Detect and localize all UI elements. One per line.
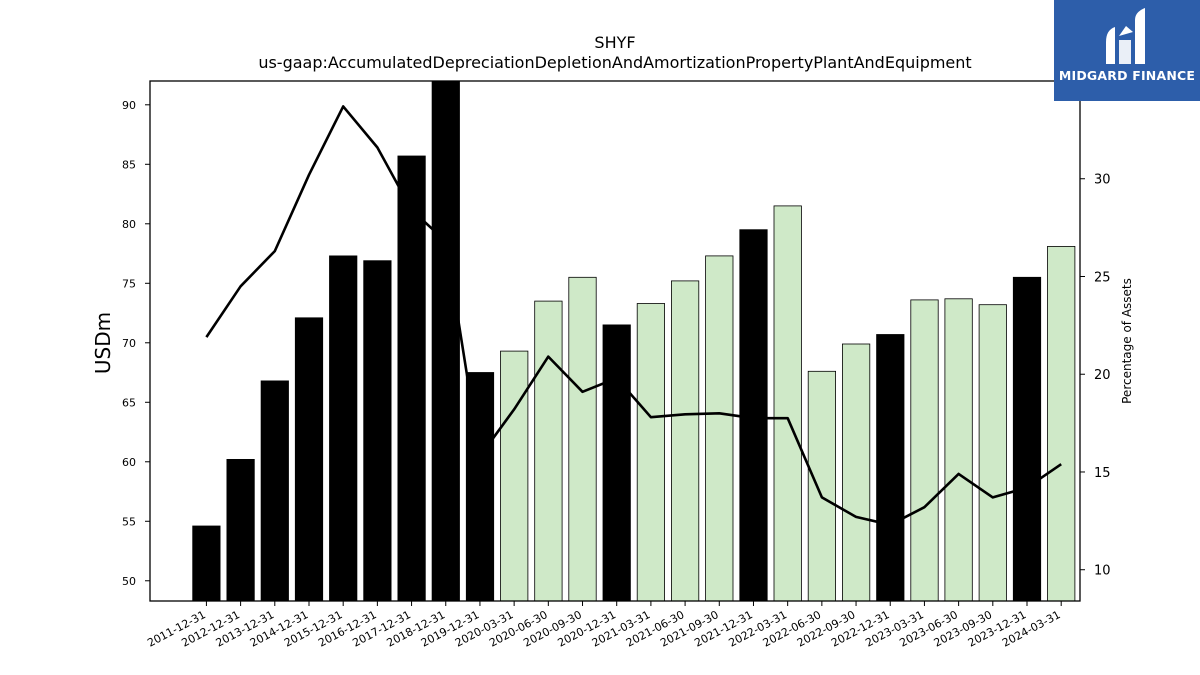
y-tick-label: 85 — [122, 158, 136, 171]
bar — [568, 276, 597, 602]
bar — [807, 370, 837, 602]
series-line — [205, 105, 1062, 527]
logo-text: MIDGARD FINANCE — [1058, 68, 1196, 83]
bar — [500, 350, 529, 602]
bar — [363, 260, 392, 602]
bar — [465, 372, 495, 602]
y-tick-label: 70 — [122, 337, 136, 350]
y-tick-label: 60 — [122, 456, 136, 469]
bar — [192, 525, 221, 602]
bar — [397, 155, 426, 602]
bar — [329, 255, 358, 602]
y-tick-label: 55 — [122, 515, 136, 528]
bar — [944, 298, 973, 602]
y-tick-label: 80 — [122, 218, 136, 231]
bar — [910, 299, 939, 602]
bar — [876, 334, 905, 602]
bar — [739, 229, 768, 602]
bar — [671, 280, 700, 602]
bars-group — [192, 80, 1076, 602]
chart-title: SHYF — [594, 33, 635, 52]
bar — [431, 80, 460, 602]
y2-tick-label: 15 — [1094, 466, 1111, 481]
bar — [1012, 276, 1042, 602]
bar — [842, 343, 871, 602]
bar — [1047, 245, 1076, 602]
y2-tick-label: 20 — [1094, 368, 1111, 383]
midgard-finance-logo: MIDGARD FINANCE — [1054, 0, 1200, 101]
bar — [534, 300, 563, 602]
bar — [260, 380, 289, 602]
bar — [773, 205, 802, 602]
y-tick-label: 75 — [122, 277, 136, 290]
bar — [226, 458, 255, 602]
logo-mark-icon — [1106, 8, 1145, 64]
y2-tick-label: 30 — [1094, 173, 1111, 188]
chart-subtitle: us-gaap:AccumulatedDepreciationDepletion… — [258, 53, 971, 72]
y2-tick-label: 25 — [1094, 270, 1111, 285]
bar — [705, 255, 734, 602]
bar — [636, 303, 666, 602]
line-group — [205, 105, 1062, 527]
y-tick-label: 50 — [122, 575, 136, 588]
y-tick-label: 90 — [122, 99, 136, 112]
y-tick-label: 65 — [122, 396, 136, 409]
bar — [978, 304, 1007, 602]
bar — [294, 317, 324, 602]
plot-frame — [149, 80, 1081, 602]
y-axis-label: USDm — [91, 312, 115, 374]
y2-axis-label: Percentage of Assets — [1120, 278, 1134, 404]
bar — [602, 324, 631, 602]
y2-tick-label: 10 — [1094, 564, 1111, 579]
